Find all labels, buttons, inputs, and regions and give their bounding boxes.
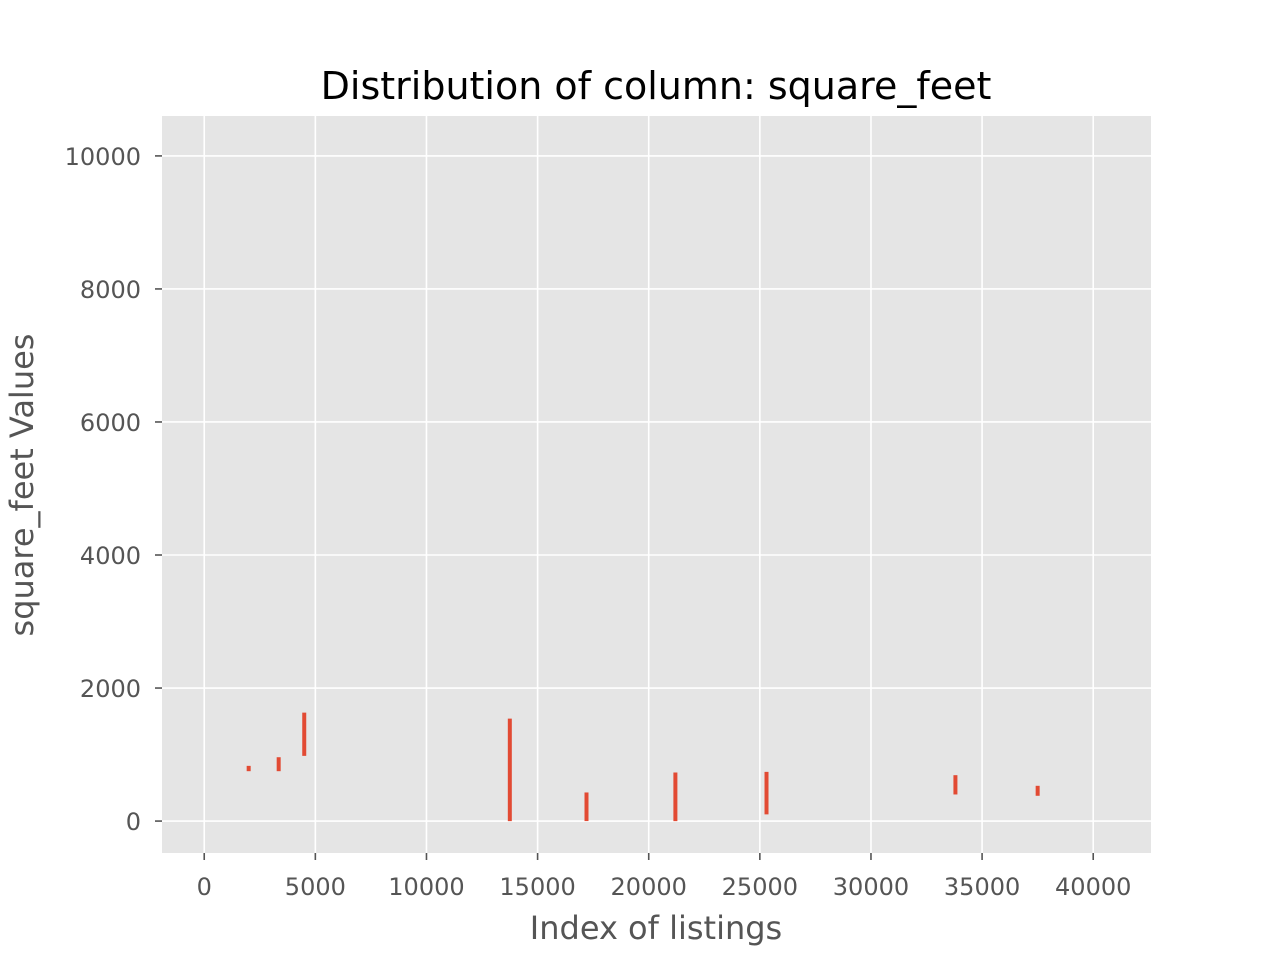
x-tick-label: 20000	[611, 873, 687, 901]
x-tick-label: 30000	[833, 873, 909, 901]
x-tick-label: 5000	[285, 873, 346, 901]
y-tick-label: 8000	[80, 276, 141, 304]
x-tick-label: 10000	[388, 873, 464, 901]
data-series	[246, 712, 1040, 822]
y-tick-label: 6000	[80, 409, 141, 437]
y-axis-label: square_feet Values	[3, 334, 41, 637]
chart-title: Distribution of column: square_feet	[321, 64, 992, 108]
y-axis-ticks: 0 2000 4000 6000 8000 10000	[65, 143, 162, 836]
y-tick-label: 4000	[80, 542, 141, 570]
x-tick-label: 25000	[722, 873, 798, 901]
y-tick-label: 0	[126, 808, 141, 836]
x-tick-label: 35000	[944, 873, 1020, 901]
x-tick-label: 15000	[499, 873, 575, 901]
x-axis-label: Index of listings	[530, 909, 782, 947]
grid-lines	[162, 116, 1151, 853]
y-tick-label: 2000	[80, 675, 141, 703]
y-tick-label: 10000	[65, 143, 141, 171]
x-tick-label: 0	[197, 873, 212, 901]
x-axis-ticks: 0 5000 10000 15000 20000 25000 30000 35000 40000	[197, 853, 1131, 901]
x-tick-label: 40000	[1055, 873, 1131, 901]
plot-area	[162, 116, 1151, 853]
